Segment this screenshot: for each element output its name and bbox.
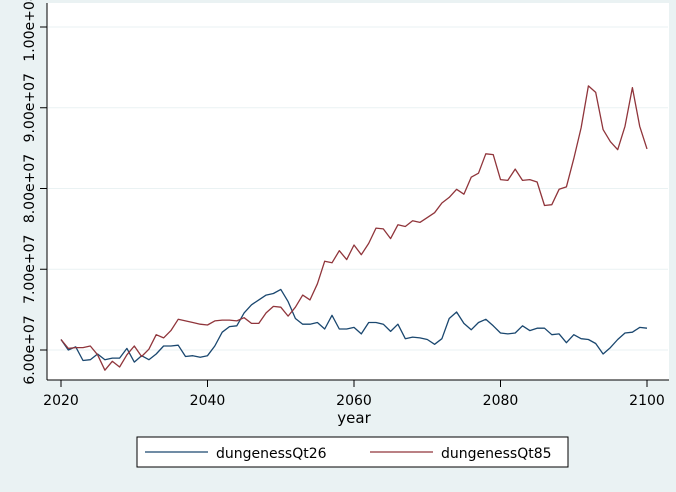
y-tick-label: 9.00e+07 xyxy=(22,73,38,142)
legend-label-dungenessQt26: dungenessQt26 xyxy=(216,446,327,462)
y-tick-label: 7.00e+07 xyxy=(22,235,38,304)
x-tick-label: 2020 xyxy=(43,393,79,409)
series-line-dungenessQt26 xyxy=(60,288,648,363)
legend-label-dungenessQt85: dungenessQt85 xyxy=(441,446,552,462)
x-tick-label: 2080 xyxy=(483,393,519,409)
x-axis-title: year xyxy=(337,409,371,427)
y-tick-label: 6.00e+07 xyxy=(22,315,38,384)
x-tick-label: 2060 xyxy=(336,393,372,409)
series-layer xyxy=(60,85,648,371)
legend-box xyxy=(136,436,569,468)
series-line-dungenessQt85 xyxy=(60,85,648,371)
y-tick-label: 8.00e+07 xyxy=(22,154,38,223)
axes xyxy=(46,3,669,381)
legend: dungenessQt26 dungenessQt85 xyxy=(136,436,569,468)
ticks: 6.00e+07 7.00e+07 8.00e+07 9.00e+07 1.00e+08… xyxy=(22,0,665,409)
x-tick-label: 2100 xyxy=(629,393,665,409)
grid-lines xyxy=(48,26,668,351)
y-tick-label: 1.00e+08 xyxy=(22,0,38,62)
x-tick-label: 2040 xyxy=(190,393,226,409)
plot-area xyxy=(47,3,669,380)
